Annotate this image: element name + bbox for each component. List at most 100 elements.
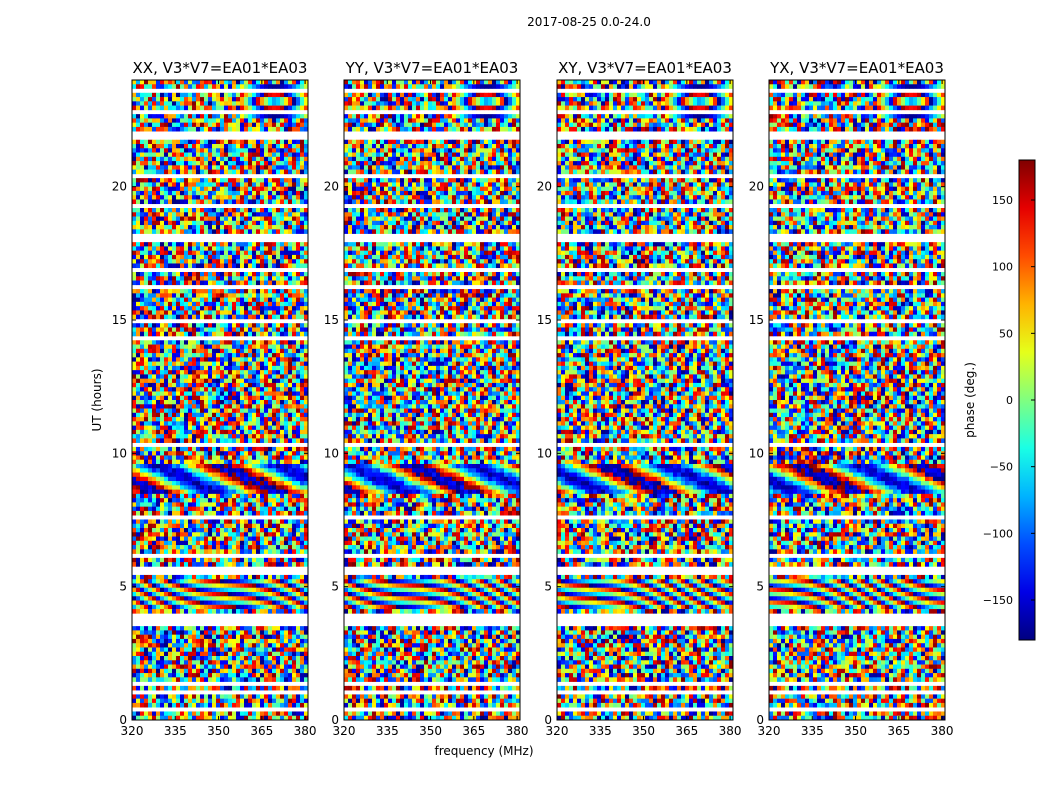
heat-cell <box>220 502 225 507</box>
heat-cell <box>216 510 221 516</box>
heat-cell <box>160 528 165 533</box>
heat-cell <box>140 331 145 337</box>
heat-cell <box>208 353 213 358</box>
heat-cell <box>236 630 241 635</box>
heat-cell <box>204 152 209 158</box>
heat-cell <box>272 118 277 123</box>
heat-cell <box>280 583 285 589</box>
heat-cell <box>136 446 141 452</box>
heat-cell <box>264 229 269 234</box>
heat-cell <box>244 165 249 170</box>
heat-cell <box>272 579 277 584</box>
heat-cell <box>188 229 193 234</box>
heat-cell <box>224 493 229 499</box>
heat-cell <box>212 498 217 503</box>
heat-cell <box>248 609 253 614</box>
heat-cell <box>188 301 193 307</box>
heat-cell <box>220 169 225 175</box>
heat-cell <box>272 161 277 166</box>
heat-cell <box>236 199 241 205</box>
heat-cell <box>284 327 289 333</box>
heat-cell <box>252 609 257 614</box>
heat-cell <box>248 161 253 166</box>
heat-cell <box>256 510 261 516</box>
heat-cell <box>140 400 145 405</box>
heat-cell <box>276 579 281 584</box>
heat-cell <box>152 434 157 439</box>
heat-cell <box>232 557 237 563</box>
heat-cell <box>220 417 225 422</box>
heat-cell <box>200 579 205 584</box>
heat-cell <box>292 225 297 230</box>
panel-title: XX, V3*V7=EA01*EA03 <box>133 59 308 77</box>
heat-cell <box>240 391 245 397</box>
heat-cell <box>248 510 253 516</box>
heat-cell <box>260 378 265 384</box>
heat-cell <box>288 446 293 452</box>
heat-cell <box>144 630 149 635</box>
heat-cell <box>220 408 225 414</box>
heat-cell <box>284 574 289 580</box>
heat-cell <box>268 425 273 431</box>
heat-cell <box>236 489 241 495</box>
heat-cell <box>144 408 149 414</box>
heat-cell <box>140 208 145 213</box>
heat-cell <box>188 489 193 495</box>
heat-cell <box>152 97 157 102</box>
heat-cell <box>200 118 205 123</box>
heat-cell <box>132 327 137 333</box>
heat-cell <box>140 152 145 158</box>
heat-cell <box>236 519 241 525</box>
heat-cell <box>292 259 297 264</box>
heat-cell <box>200 250 205 256</box>
heat-cell <box>144 182 149 187</box>
heat-cell <box>168 126 173 132</box>
heat-cell <box>304 144 309 149</box>
heat-cell <box>196 250 201 256</box>
heat-cell <box>184 587 189 593</box>
heat-cell <box>304 630 309 635</box>
heat-cell <box>172 412 177 418</box>
heat-cell <box>232 400 237 405</box>
heat-cell <box>256 382 261 388</box>
heat-cell <box>216 105 221 111</box>
heat-cell <box>132 92 137 98</box>
heat-cell <box>228 378 233 384</box>
heat-cell <box>156 378 161 384</box>
heat-cell <box>152 532 157 537</box>
heat-cell <box>288 626 293 631</box>
heat-cell <box>296 301 301 307</box>
heat-cell <box>184 400 189 405</box>
heat-cell <box>240 97 245 102</box>
heat-cell <box>172 647 177 653</box>
heat-cell <box>252 574 257 580</box>
heat-cell <box>156 161 161 166</box>
heat-cell <box>232 626 237 631</box>
heat-cell <box>300 97 305 102</box>
heat-cell <box>276 540 281 546</box>
heat-cell <box>168 361 173 367</box>
heat-cell <box>152 144 157 149</box>
heat-cell <box>236 387 241 392</box>
heat-cell <box>244 84 249 89</box>
heat-cell <box>252 421 257 426</box>
heat-cell <box>144 626 149 631</box>
heat-cell <box>180 545 185 550</box>
heat-cell <box>148 528 153 533</box>
heat-cell <box>304 502 309 507</box>
heat-cell <box>236 592 241 597</box>
heat-cell <box>196 195 201 200</box>
heat-cell <box>164 545 169 550</box>
heat-cell <box>204 144 209 149</box>
heat-cell <box>240 297 245 303</box>
heat-cell <box>144 126 149 132</box>
heat-cell <box>136 374 141 379</box>
heat-cell <box>224 259 229 264</box>
heat-cell <box>268 161 273 166</box>
heat-cell <box>296 592 301 597</box>
heat-cell <box>220 562 225 567</box>
heat-cell <box>296 600 301 606</box>
heat-cell <box>212 156 217 162</box>
heat-cell <box>232 468 237 473</box>
heat-cell <box>180 84 185 89</box>
